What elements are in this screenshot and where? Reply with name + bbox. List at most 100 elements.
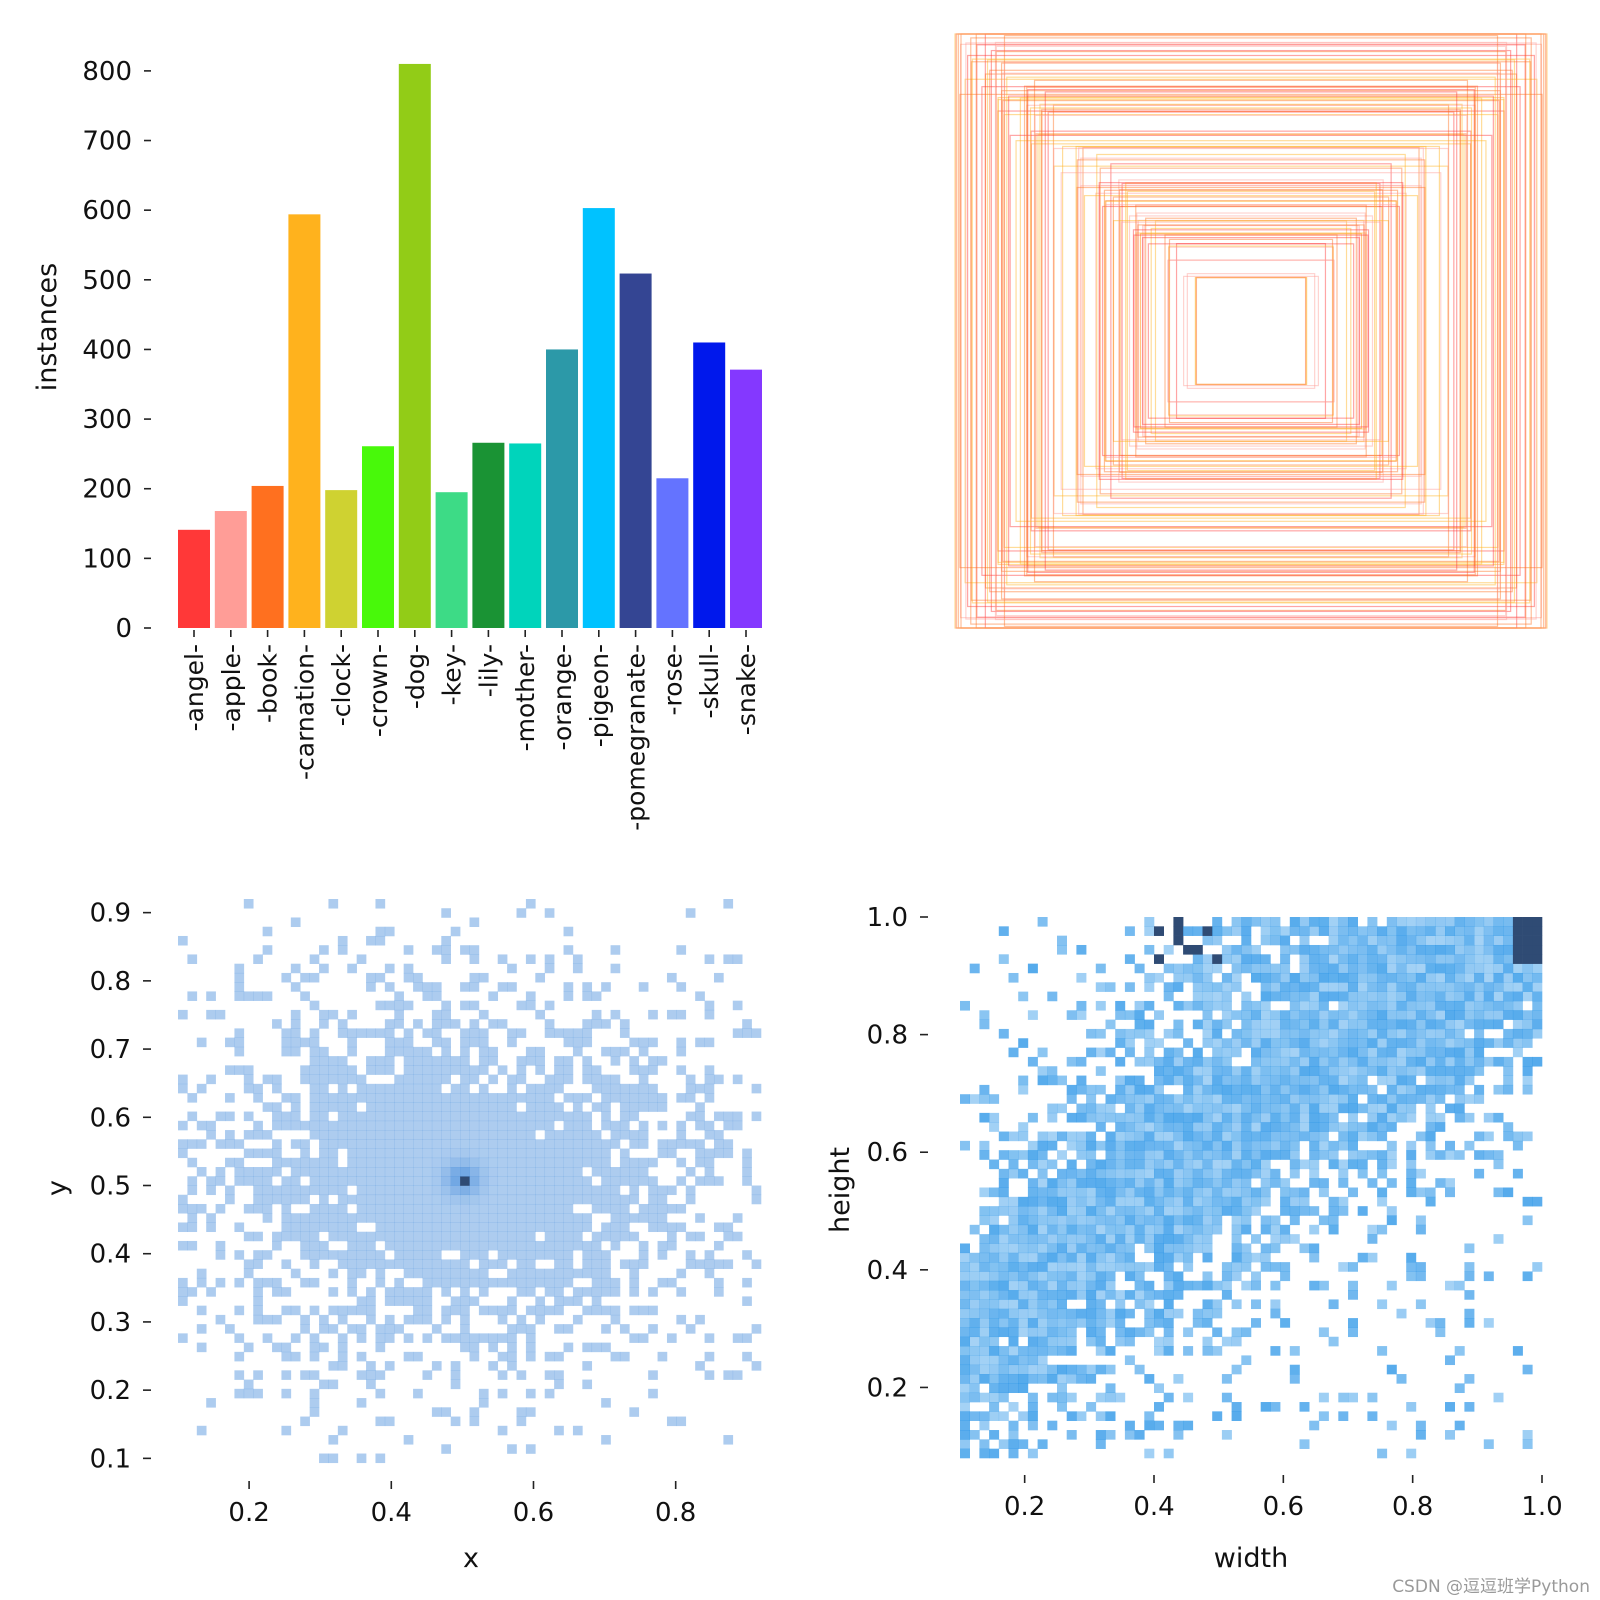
xy-cell xyxy=(272,1314,282,1325)
xy-cell xyxy=(638,1213,649,1223)
wh-cell xyxy=(1134,1196,1145,1207)
wh-cell xyxy=(998,1234,1009,1244)
xy-cell xyxy=(657,1120,668,1131)
xy-cell xyxy=(403,1037,414,1048)
xy-cell xyxy=(178,1009,188,1020)
xy-cell xyxy=(478,1056,489,1066)
xy-cell xyxy=(328,1074,339,1085)
wh-cell xyxy=(960,1374,970,1384)
xy-cell xyxy=(375,1028,386,1038)
xy-cell xyxy=(403,1222,414,1233)
wh-cell xyxy=(1483,926,1494,936)
xy-cell xyxy=(319,1139,329,1149)
wh-cell xyxy=(1348,1028,1358,1039)
wh-cell xyxy=(1231,1411,1242,1421)
xy-cell xyxy=(215,1176,226,1186)
wh-cell xyxy=(1270,1346,1281,1356)
xy-cell xyxy=(450,1240,461,1251)
xy-cell xyxy=(394,1250,404,1260)
xy-cell xyxy=(563,1065,574,1075)
xy-cell xyxy=(563,945,574,955)
wh-cell xyxy=(1270,1122,1281,1132)
xy-cell xyxy=(215,1314,226,1325)
xy-cell xyxy=(243,1342,254,1353)
wh-cell xyxy=(1299,935,1310,946)
xy-cell xyxy=(507,1120,517,1131)
wh-cell xyxy=(1066,1252,1077,1263)
wh-cell xyxy=(1445,972,1455,983)
wh-cell xyxy=(1057,1215,1067,1226)
bbox-outline xyxy=(1060,172,1442,490)
wh-cell xyxy=(1338,917,1349,927)
wh-cell xyxy=(1173,1150,1184,1160)
wh-cell xyxy=(1115,1187,1126,1198)
wh-cell xyxy=(1280,1262,1291,1272)
wh-cell xyxy=(1183,1056,1194,1067)
xy-cell xyxy=(591,1009,602,1020)
xy-cell xyxy=(206,1185,216,1196)
wh-cell xyxy=(1445,1047,1455,1058)
xy-cell xyxy=(234,991,245,1001)
xy-cell xyxy=(507,1194,517,1205)
wh-cell xyxy=(1367,1252,1378,1263)
wh-cell xyxy=(1144,1019,1155,1030)
xy-cell xyxy=(309,1333,320,1343)
xy-cell xyxy=(253,1305,263,1316)
wh-cell xyxy=(1483,991,1494,1002)
wh-cell xyxy=(1251,1196,1261,1207)
xy-cell xyxy=(610,1240,621,1251)
wh-cell xyxy=(1377,982,1388,992)
wh-cell xyxy=(1066,1346,1077,1356)
wh-cell xyxy=(1251,1159,1261,1170)
xy-cell xyxy=(460,1250,470,1260)
xy-cell xyxy=(431,1009,442,1020)
wh-cell xyxy=(1474,1131,1485,1142)
wh-cell xyxy=(1435,991,1446,1002)
xy-cell xyxy=(384,1157,395,1168)
wh-cell xyxy=(1241,1327,1252,1338)
xy-cell xyxy=(713,1240,724,1251)
wh-cell xyxy=(1173,1066,1184,1076)
xy-cell xyxy=(751,1083,762,1094)
xy-cell xyxy=(685,1194,696,1205)
xy-cell xyxy=(243,1167,254,1177)
xy-cell xyxy=(309,1037,320,1048)
xy-cell xyxy=(629,1102,640,1112)
xy-cell xyxy=(601,1324,611,1334)
xy-cell xyxy=(638,1250,649,1260)
xy-cell xyxy=(544,1176,555,1186)
xy-cell xyxy=(544,963,555,974)
xy-cell xyxy=(685,1259,696,1269)
xy-cell xyxy=(337,1056,348,1066)
xy-cell xyxy=(695,991,705,1001)
wh-cell xyxy=(1134,1028,1145,1039)
wh-cell xyxy=(1386,935,1397,946)
wh-cell xyxy=(1318,944,1329,955)
wh-cell xyxy=(1154,1094,1164,1104)
wh-cell xyxy=(1260,1038,1271,1048)
xy-cell xyxy=(206,1213,216,1223)
bbox-outline xyxy=(959,43,1543,619)
wh-cell xyxy=(1280,1094,1291,1104)
wh-cell xyxy=(1231,1150,1242,1160)
wh-cell xyxy=(1328,917,1339,927)
wh-cell xyxy=(1464,991,1475,1002)
wh-cell xyxy=(1328,1019,1339,1030)
wh-cell xyxy=(1454,1038,1465,1048)
bbox-outline xyxy=(960,33,1542,629)
wh-cell xyxy=(1280,1224,1291,1235)
wh-cell xyxy=(1415,1047,1426,1058)
xy-cell xyxy=(347,1259,357,1269)
wh-cell xyxy=(1532,1262,1543,1272)
wh-cell xyxy=(989,1206,1000,1216)
wh-cell xyxy=(1386,1028,1397,1039)
wh-cell xyxy=(1115,1075,1126,1086)
bbox-outline xyxy=(970,37,1532,625)
xy-cell xyxy=(619,1213,630,1223)
wh-cell xyxy=(1299,972,1310,983)
xy-cell xyxy=(525,1259,536,1269)
xy-cell xyxy=(629,1231,640,1242)
wh-cell xyxy=(1348,1318,1358,1328)
wh-cell xyxy=(1299,1243,1310,1254)
xy-cell xyxy=(478,1120,489,1131)
